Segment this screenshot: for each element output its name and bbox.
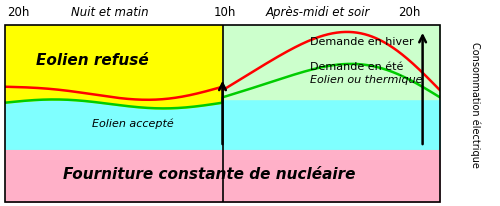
- Text: Eolien refusé: Eolien refusé: [36, 53, 148, 68]
- Text: Après-midi et soir: Après-midi et soir: [266, 6, 370, 19]
- Text: Eolien accepté: Eolien accepté: [92, 119, 174, 129]
- Text: 10h: 10h: [214, 6, 236, 19]
- Text: 20h: 20h: [398, 6, 420, 19]
- Text: 20h: 20h: [7, 6, 30, 19]
- Text: Nuit et matin: Nuit et matin: [70, 6, 148, 19]
- Text: Eolien ou thermique: Eolien ou thermique: [310, 75, 422, 85]
- Text: Demande en été: Demande en été: [310, 62, 403, 72]
- Text: Consommation électrique: Consommation électrique: [470, 41, 481, 167]
- Text: Demande en hiver: Demande en hiver: [310, 37, 413, 47]
- Text: Fourniture constante de nucléaire: Fourniture constante de nucléaire: [63, 167, 356, 182]
